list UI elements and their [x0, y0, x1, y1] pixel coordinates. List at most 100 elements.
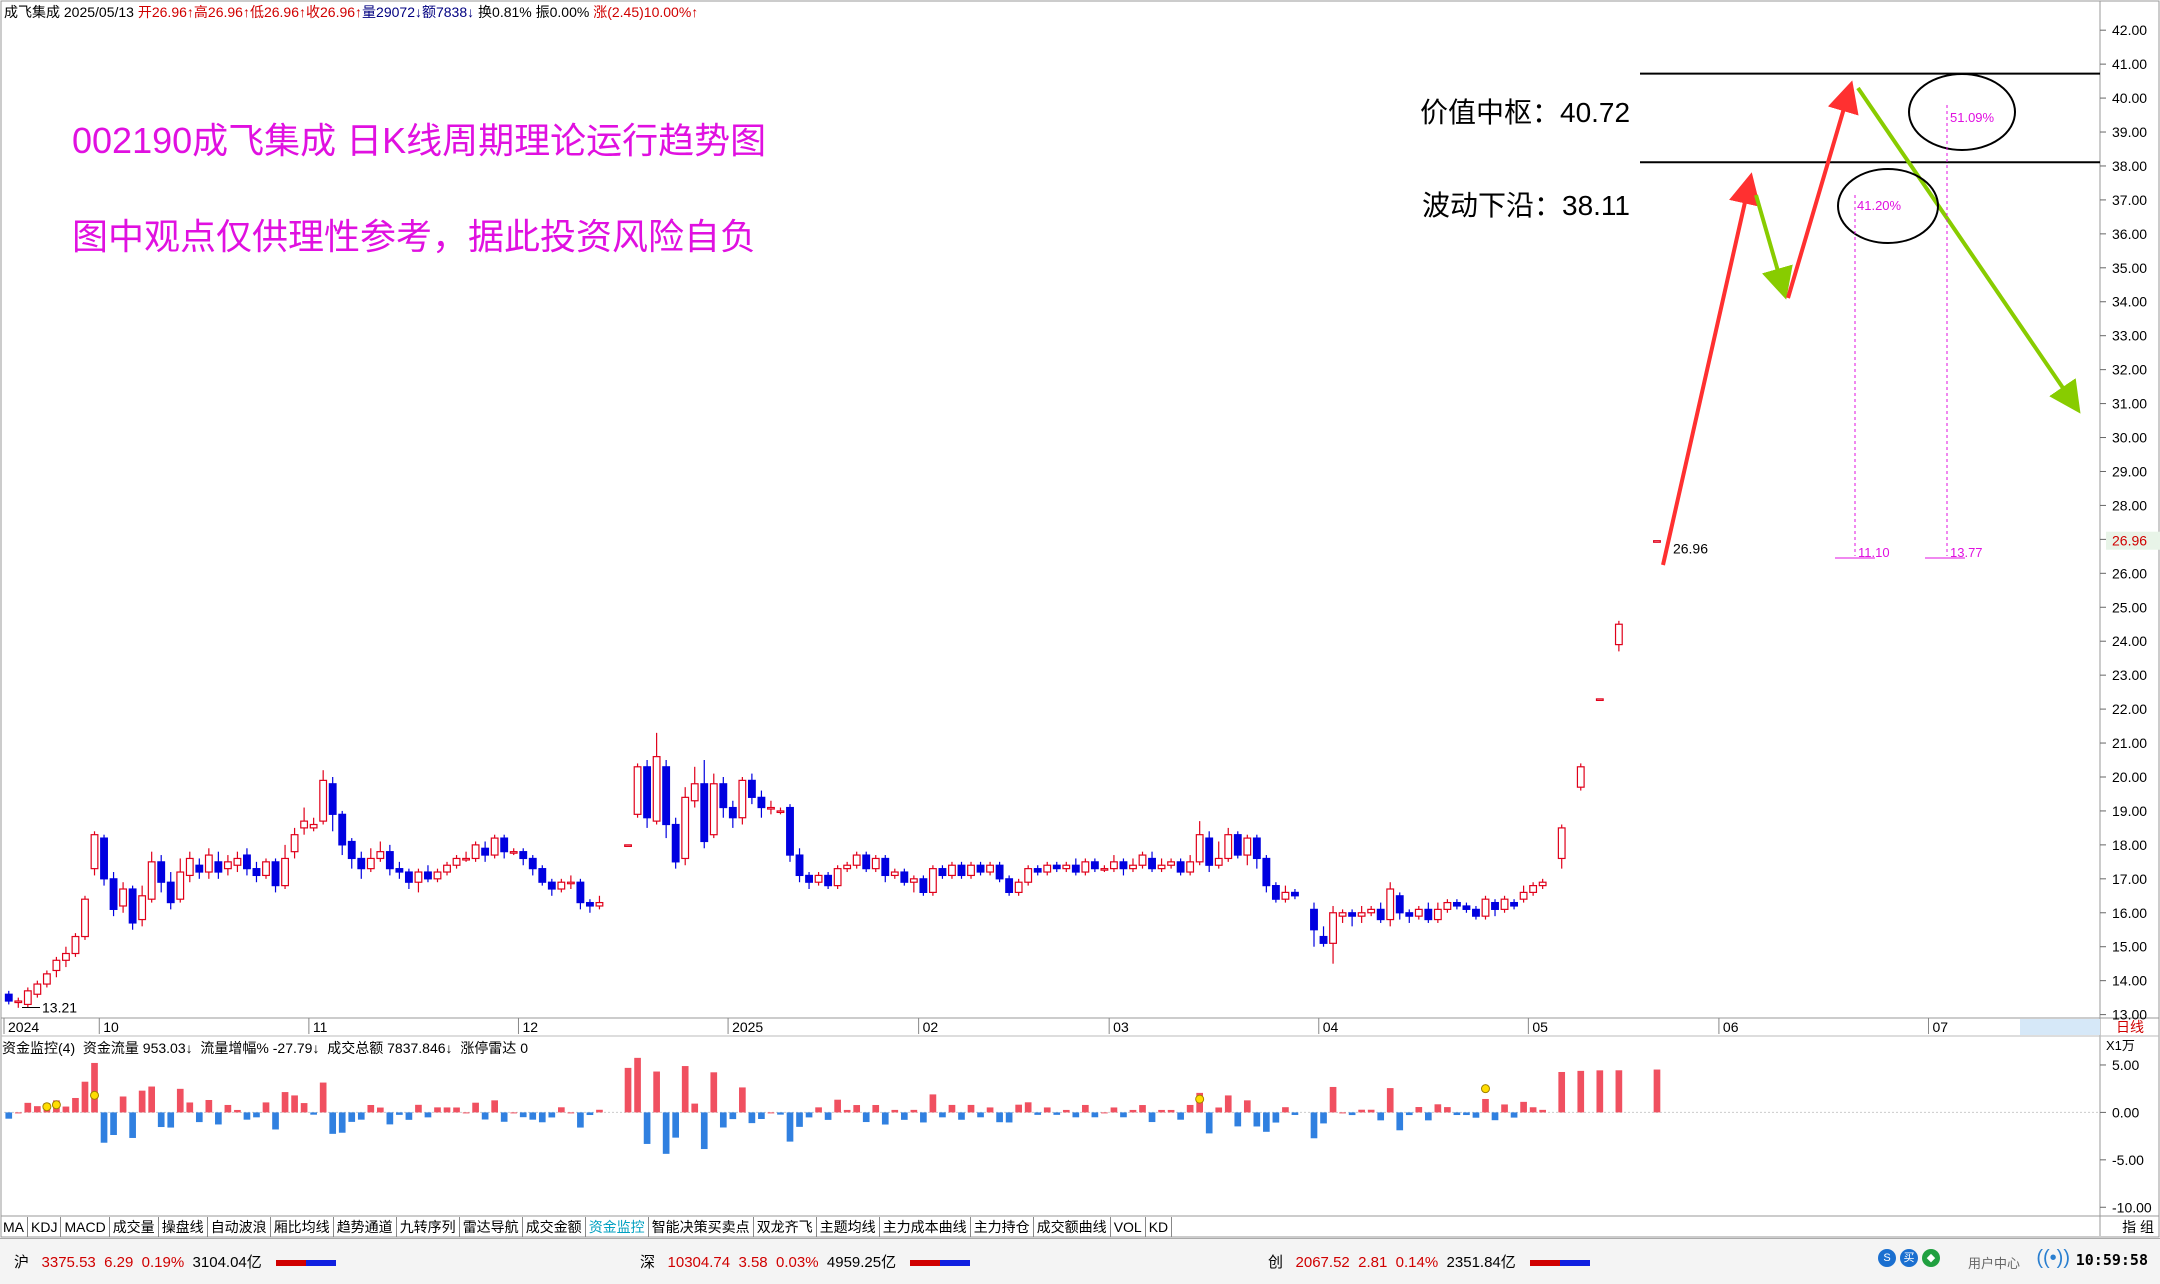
fund-bar: [157, 1112, 165, 1128]
fund-bar: [510, 1112, 518, 1114]
tab-indicator[interactable]: 主题均线: [817, 1217, 880, 1237]
tab-indicator[interactable]: VOL: [1111, 1217, 1146, 1237]
candle-body: [1271, 885, 1280, 900]
fund-bar: [1558, 1071, 1566, 1113]
user-center-link[interactable]: 用户中心: [1967, 1256, 2020, 1271]
fund-bar: [634, 1057, 641, 1113]
fund-bar: [1215, 1107, 1223, 1113]
fund-bar: [977, 1112, 984, 1118]
candle-body: [1024, 868, 1033, 883]
fund-bar: [1015, 1104, 1022, 1113]
fund-bar: [1053, 1112, 1061, 1115]
tab-indicator[interactable]: MACD: [61, 1217, 110, 1237]
x-tick-label: 12: [522, 1019, 538, 1035]
fund-bar: [948, 1104, 956, 1113]
tab-indicator[interactable]: 成交额曲线: [1034, 1217, 1111, 1237]
candle-body: [643, 766, 652, 819]
index-cy-name: 创: [1268, 1254, 1284, 1271]
fund-bar: [1243, 1100, 1251, 1113]
candle-body: [281, 857, 289, 887]
candle-body: [1576, 766, 1585, 788]
tab-indicator[interactable]: 资金监控: [586, 1217, 649, 1237]
candle-body: [176, 871, 185, 900]
index-sh[interactable]: 沪 3375.53 6.29 0.19% 3104.04亿: [14, 1251, 336, 1272]
index-cy[interactable]: 创 2067.52 2.81 0.14% 2351.84亿: [1268, 1251, 1590, 1272]
tab-indicator[interactable]: 成交量: [110, 1217, 159, 1237]
fund-bar: [481, 1112, 489, 1120]
y-tick-label: 21.00: [2112, 735, 2147, 751]
fund-bar: [72, 1097, 79, 1113]
tab-indicator[interactable]: 趋势通道: [334, 1217, 397, 1237]
fund-bar: [834, 1099, 841, 1113]
fund-bar: [1062, 1109, 1070, 1113]
candle-body: [566, 881, 575, 885]
candle-body: [1109, 861, 1118, 870]
candle-body: [1405, 912, 1414, 917]
tab-indicator[interactable]: 自动波浪: [208, 1217, 271, 1237]
tab-indicator[interactable]: 雷达导航: [460, 1217, 523, 1237]
tab-indicator[interactable]: 主力成本曲线: [880, 1217, 971, 1237]
fund-bar: [396, 1112, 403, 1115]
candle-body: [757, 796, 766, 809]
tab-indicator[interactable]: 智能决策买卖点: [649, 1217, 754, 1237]
fund-bar: [1434, 1104, 1442, 1113]
y-tick-label: 22.00: [2112, 701, 2147, 717]
fund-bar: [758, 1112, 765, 1120]
candle-body: [1424, 908, 1433, 921]
candle-body: [1329, 912, 1337, 944]
fund-bar: [1272, 1112, 1280, 1123]
refresh-icon[interactable]: ◆: [1922, 1249, 1940, 1267]
fund-bar: [1167, 1109, 1175, 1113]
tab-indicator[interactable]: 九转序列: [397, 1217, 460, 1237]
fund-bar: [529, 1112, 537, 1120]
fund-bar: [291, 1095, 298, 1113]
fund-bar: [386, 1112, 394, 1125]
fund-bar: [1472, 1112, 1480, 1118]
wave-lower-label: 波动下沿：38.11: [1422, 190, 1630, 221]
tab-right-controls[interactable]: 指 组: [2122, 1219, 2154, 1235]
price-axis: 13.00 14.00 15.00 16.00 17.00 18.00 19.00 20.00…: [2020, 22, 2160, 1215]
candle-body: [1148, 857, 1156, 870]
fund-bar: [472, 1102, 479, 1113]
fund-bar: [129, 1112, 136, 1138]
index-cy-change: 2.81: [1358, 1254, 1388, 1271]
tab-indicator[interactable]: KDJ: [28, 1217, 62, 1237]
candle-body: [1376, 908, 1385, 921]
fund-bar: [1339, 1112, 1346, 1114]
fund-bar: [195, 1112, 203, 1123]
y-tick-label: 17.00: [2112, 871, 2147, 887]
buy-icon[interactable]: 买: [1900, 1249, 1918, 1267]
ind-tick-label: 5.00: [2112, 1057, 2139, 1073]
signal-dot: [90, 1090, 100, 1100]
fund-bar: [1482, 1098, 1489, 1113]
tab-indicator[interactable]: 主力持仓: [971, 1217, 1034, 1237]
fund-bar: [624, 1067, 632, 1113]
candle-body: [4, 993, 13, 1002]
fund-bar: [653, 1071, 660, 1113]
tab-indicator[interactable]: 厢比均线: [271, 1217, 334, 1237]
s-icon[interactable]: S: [1878, 1249, 1896, 1267]
fund-bar: [138, 1090, 146, 1113]
tab-indicator[interactable]: KD: [1146, 1217, 1173, 1237]
quote-high: 高26.96↑: [193, 4, 250, 20]
candle-body: [1519, 891, 1528, 900]
candle-body: [1319, 935, 1328, 944]
index-sz[interactable]: 深 10304.74 3.58 0.03% 4959.25亿: [640, 1251, 971, 1272]
fund-bar: [900, 1112, 908, 1120]
y-tick-label: 30.00: [2112, 430, 2147, 446]
tab-indicator[interactable]: 双龙齐飞: [754, 1217, 817, 1237]
fund-bar: [1224, 1095, 1232, 1113]
tab-indicator[interactable]: 操盘线: [159, 1217, 208, 1237]
fund-bar: [939, 1112, 946, 1118]
fund-bar: [1520, 1101, 1527, 1113]
index-sh-amount: 3104.04亿: [192, 1254, 262, 1271]
candle-body: [519, 851, 528, 860]
fund-bar: [1291, 1112, 1299, 1115]
fund-bar: [1186, 1104, 1194, 1113]
tab-indicator[interactable]: 成交金额: [523, 1217, 586, 1237]
candle-body: [957, 864, 966, 877]
candle-body: [1557, 827, 1566, 860]
fund-bar: [967, 1104, 975, 1113]
candle-body: [1195, 834, 1204, 863]
tab-indicator[interactable]: MA: [0, 1217, 28, 1237]
